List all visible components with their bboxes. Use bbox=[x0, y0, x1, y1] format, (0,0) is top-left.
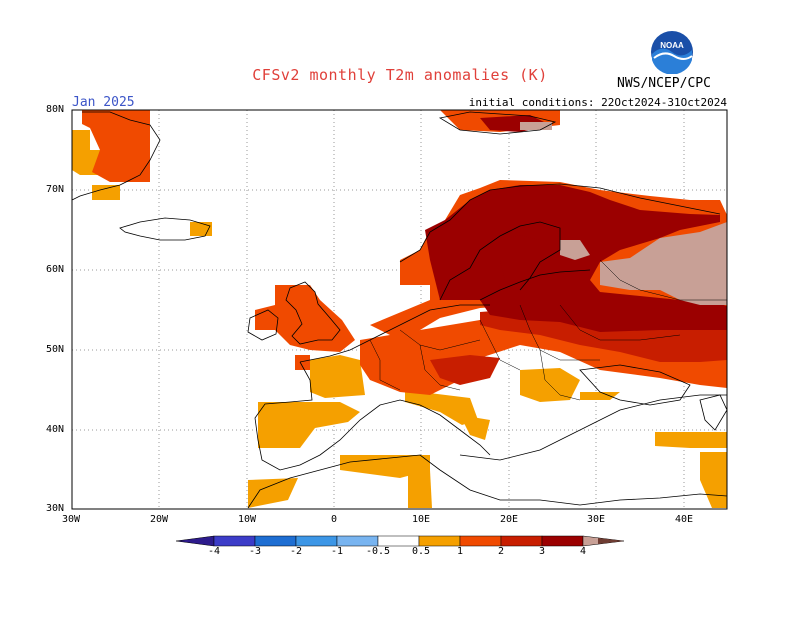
lat-label-80n: 80N bbox=[46, 104, 65, 115]
lat-label-60n: 60N bbox=[46, 264, 65, 275]
colorbar-label-1: 1 bbox=[457, 546, 464, 557]
colorbar-3-4 bbox=[541, 535, 584, 547]
initial-conditions: initial conditions: 22Oct2024-31Oct2024 bbox=[468, 96, 727, 109]
colorbar-label-m05: -0.5 bbox=[366, 546, 391, 557]
colorbar-white bbox=[377, 535, 420, 547]
lon-label-20w: 20W bbox=[150, 514, 169, 525]
lon-label-30w: 30W bbox=[62, 514, 81, 525]
lon-label-10e: 10E bbox=[412, 514, 431, 525]
lon-label-20e: 20E bbox=[500, 514, 519, 525]
colorbar-label-3: 3 bbox=[539, 546, 546, 557]
agency-label: NWS/NCEP/CPC bbox=[617, 76, 711, 91]
colorbar-label-4: 4 bbox=[580, 546, 587, 557]
colorbar-gt4-tip bbox=[598, 538, 624, 544]
lon-label-40e: 40E bbox=[675, 514, 694, 525]
colorbar-lt-4 bbox=[175, 535, 215, 547]
coastlines bbox=[71, 111, 728, 509]
lon-label-0: 0 bbox=[331, 514, 338, 525]
noaa-logo: NOAA bbox=[651, 31, 693, 74]
country-borders bbox=[369, 259, 727, 401]
colorbar-1-05 bbox=[336, 535, 379, 547]
anomaly-gt-4 bbox=[520, 122, 727, 305]
colorbar-2-1 bbox=[295, 535, 338, 547]
lat-label-30n: 30N bbox=[46, 503, 65, 514]
lon-label-10w: 10W bbox=[238, 514, 257, 525]
colorbar-label-m1: -1 bbox=[331, 546, 344, 557]
map-title: CFSv2 monthly T2m anomalies (K) bbox=[252, 66, 548, 84]
colorbar-label-m3: -3 bbox=[249, 546, 262, 557]
logo-text: NOAA bbox=[660, 41, 684, 50]
lon-label-30e: 30E bbox=[587, 514, 606, 525]
forecast-month: Jan 2025 bbox=[72, 95, 135, 110]
colorbar-4-3 bbox=[213, 535, 256, 547]
colorbar-label-m2: -2 bbox=[290, 546, 303, 557]
colorbar-2-3 bbox=[500, 535, 543, 547]
colorbar-1-2 bbox=[459, 535, 502, 547]
lat-label-40n: 40N bbox=[46, 424, 65, 435]
colorbar-label-2: 2 bbox=[498, 546, 505, 557]
colorbar-label-05: 0.5 bbox=[412, 546, 431, 557]
colorbar-05-1 bbox=[418, 535, 461, 547]
colorbar-3-2 bbox=[254, 535, 297, 547]
lat-label-50n: 50N bbox=[46, 344, 65, 355]
colorbar-label-m4: -4 bbox=[208, 546, 221, 557]
lat-label-70n: 70N bbox=[46, 184, 65, 195]
